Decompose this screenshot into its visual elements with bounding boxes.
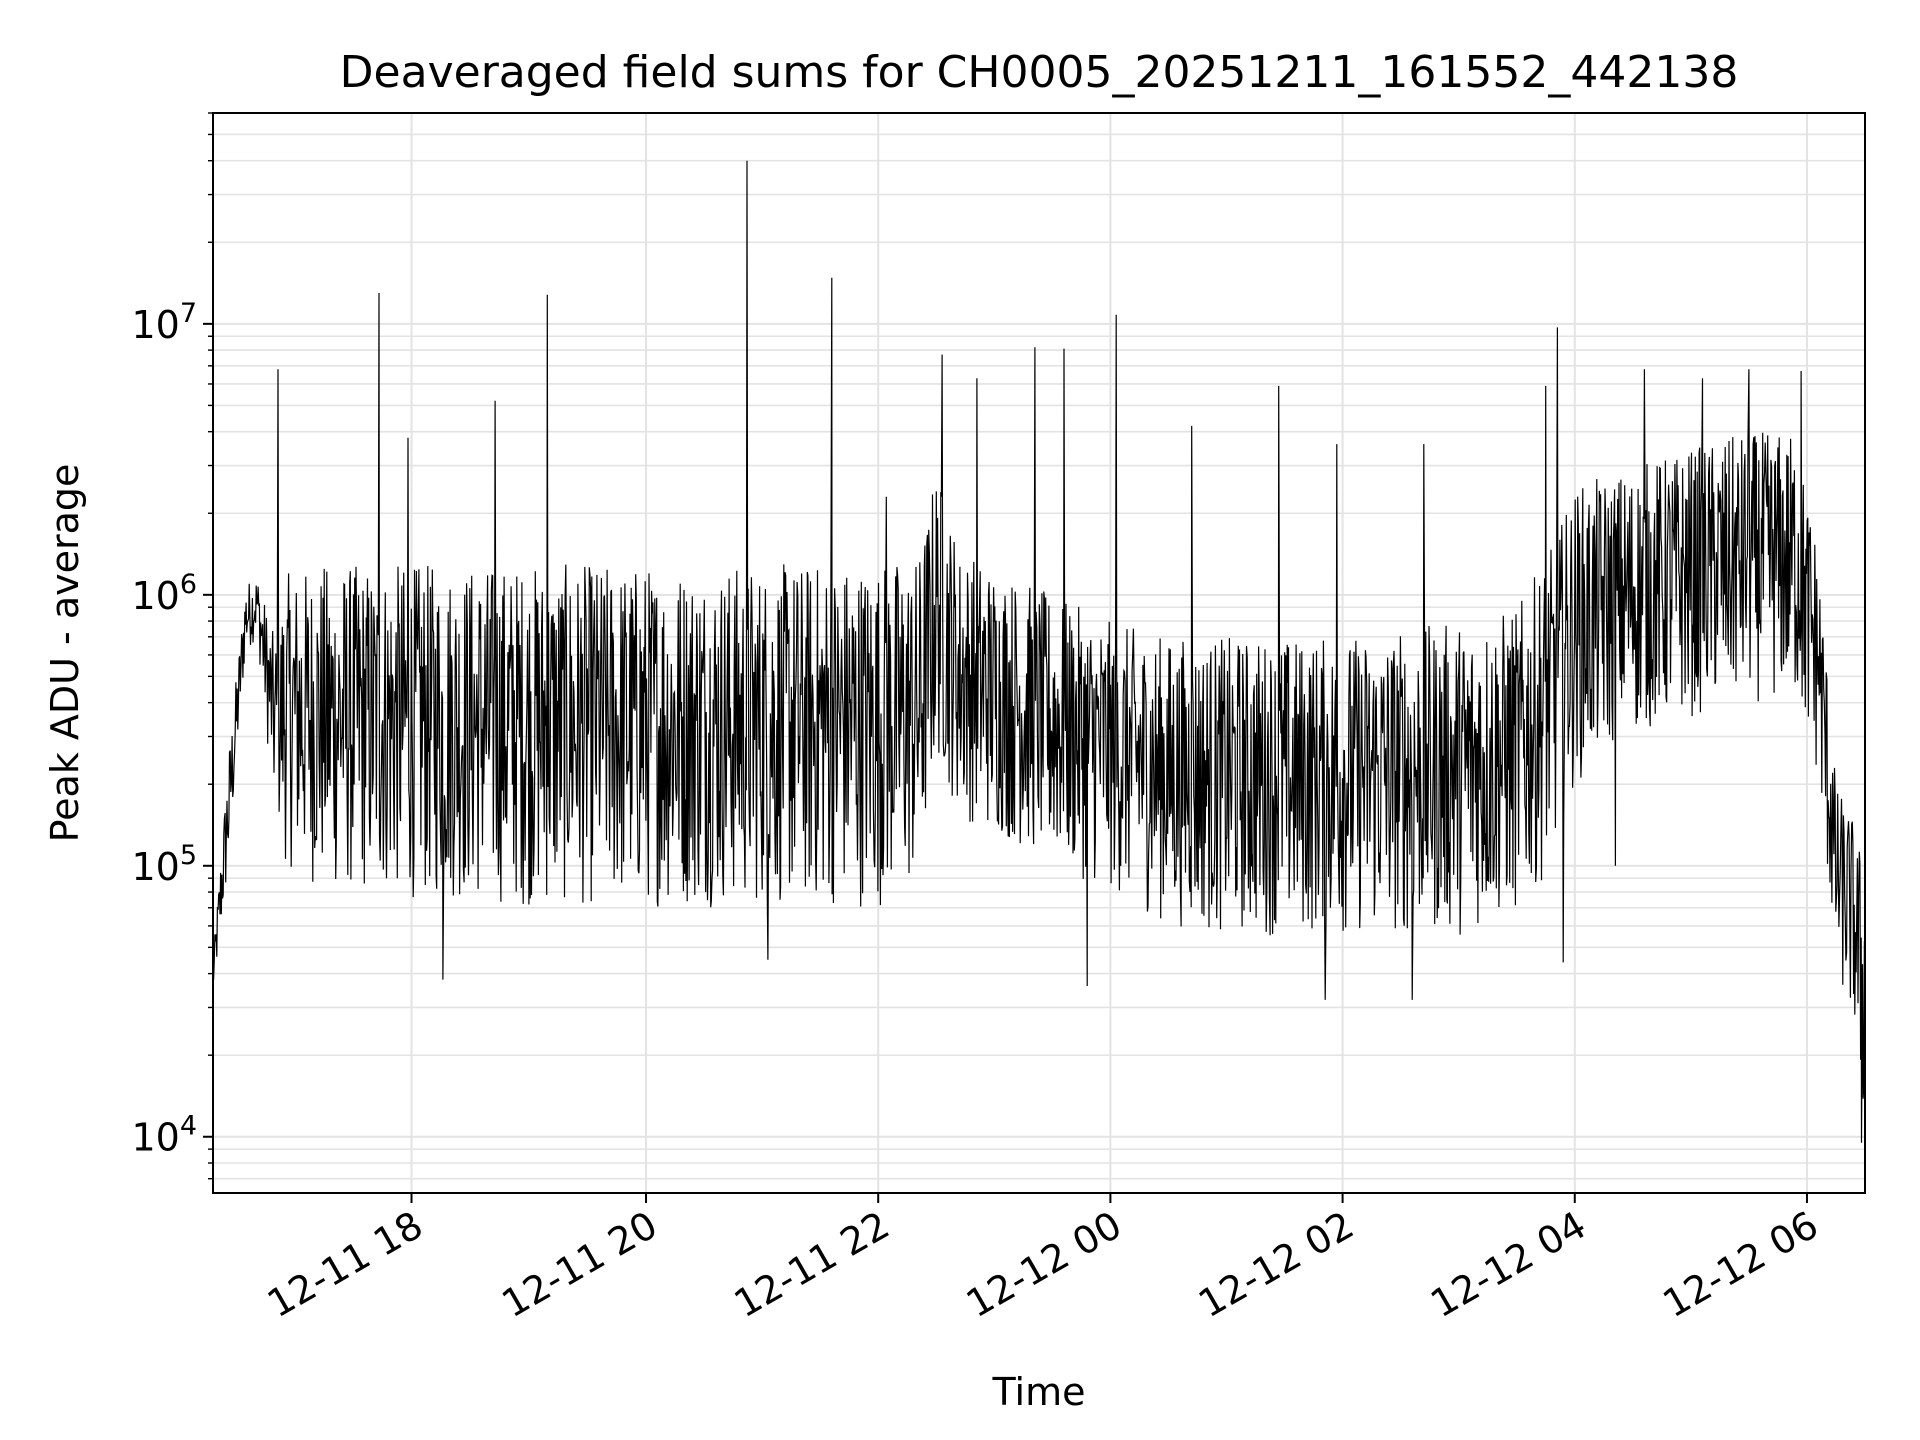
x-axis-label: Time [992,1370,1086,1414]
y-tick-label: 106 [131,569,197,618]
chart-title: Deaveraged field sums for CH0005_2025121… [340,47,1739,98]
axes-frame [212,112,1866,1194]
y-axis-label: Peak ADU - average [43,464,87,843]
series-line [213,160,1865,1143]
y-tick-label: 104 [131,1111,197,1160]
y-tick-label: 105 [131,840,197,889]
plot-area [213,160,1865,1143]
y-tick-label: 107 [131,298,197,347]
